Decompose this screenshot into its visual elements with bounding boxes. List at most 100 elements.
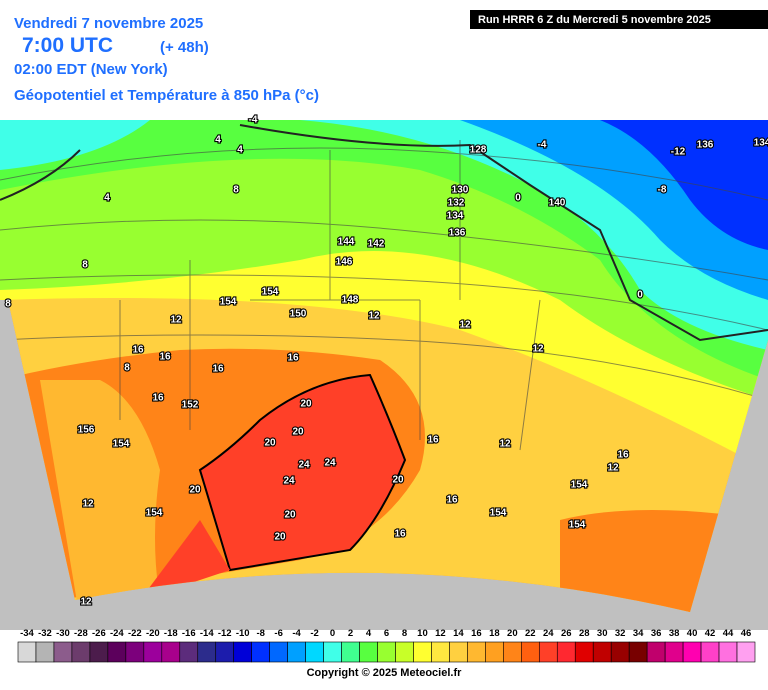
date: Vendredi 7 novembre 2025 <box>14 15 203 32</box>
color-swatch <box>341 641 360 663</box>
contour-label: 16 <box>427 435 439 446</box>
contour-label: 24 <box>298 460 310 471</box>
colorbar-label: 22 <box>525 628 536 639</box>
colorbar-label: 42 <box>705 628 716 639</box>
contour-label: 20 <box>292 427 304 438</box>
color-swatch <box>143 641 163 663</box>
contour-label: 130 <box>452 185 469 196</box>
colorbar-label: 4 <box>366 628 372 639</box>
colorbar-label: -4 <box>292 628 301 639</box>
colorbar-label: -16 <box>182 628 196 639</box>
contour-label: 0 <box>515 193 521 204</box>
colorbar-label: -34 <box>20 628 34 639</box>
color-swatch <box>89 641 109 663</box>
contour-label: 4 <box>215 135 221 146</box>
run-box <box>470 10 768 29</box>
contour-label: 16 <box>152 393 164 404</box>
colorbar-label: 30 <box>597 628 608 639</box>
color-swatch <box>71 641 91 663</box>
color-swatch <box>215 641 235 663</box>
contour-label: 8 <box>82 260 88 271</box>
color-swatch <box>646 641 666 663</box>
contour-label: 8 <box>124 363 130 374</box>
color-swatch <box>718 641 738 663</box>
colorbar-label: 18 <box>489 628 500 639</box>
color-swatch <box>413 641 432 663</box>
local-time: 02:00 EDT (New York) <box>14 61 168 78</box>
contour-label: 12 <box>82 499 94 510</box>
contour-label: 16 <box>394 529 406 540</box>
contour-label: 128 <box>470 145 487 156</box>
color-swatch <box>574 641 594 663</box>
color-swatch <box>359 641 378 663</box>
map <box>0 120 768 612</box>
contour-label: 16 <box>287 353 299 364</box>
colorbar-label: -26 <box>92 628 106 639</box>
color-swatch <box>233 641 252 663</box>
colorbar-label: -12 <box>218 628 232 639</box>
contour-label: 136 <box>697 140 714 151</box>
colorbar-label: -30 <box>56 628 70 639</box>
color-swatch <box>664 641 684 663</box>
contour-label: 144 <box>338 237 355 248</box>
colorbar-label: 38 <box>669 628 680 639</box>
contour-label: 134 <box>447 211 464 222</box>
contour-label: -12 <box>671 147 686 158</box>
colorbar-label: -22 <box>128 628 142 639</box>
color-swatch <box>736 641 756 663</box>
color-swatch <box>485 641 504 663</box>
colorbar-label: 26 <box>561 628 572 639</box>
color-swatch <box>467 641 486 663</box>
colorbar-label: -24 <box>110 628 124 639</box>
colorbar-label: 12 <box>435 628 446 639</box>
colorbar-label: 34 <box>633 628 644 639</box>
contour-label: 12 <box>368 311 380 322</box>
colorbar-label: -14 <box>200 628 214 639</box>
color-swatch <box>323 641 342 663</box>
color-swatch <box>610 641 630 663</box>
contour-label: 4 <box>237 145 243 156</box>
colorbar-label: -32 <box>38 628 52 639</box>
color-swatch <box>17 641 37 663</box>
contour-label: -4 <box>249 115 258 126</box>
colorbar-label: 28 <box>579 628 590 639</box>
contour-label: 20 <box>264 438 276 449</box>
colorbar-label: -2 <box>310 628 318 639</box>
contour-label: 156 <box>78 425 95 436</box>
color-swatch <box>305 641 324 663</box>
contour-label: 132 <box>448 198 465 209</box>
contour-label: 154 <box>146 508 163 519</box>
contour-label: 140 <box>549 198 566 209</box>
contour-label: 134 <box>754 138 768 149</box>
copyright: Copyright © 2025 Meteociel.fr <box>307 667 463 679</box>
colorbar-label: 16 <box>471 628 482 639</box>
colorbar-label: 46 <box>741 628 752 639</box>
colorbar-label: 20 <box>507 628 518 639</box>
color-swatch <box>197 641 217 663</box>
contour-label: 20 <box>392 475 404 486</box>
color-swatch <box>161 641 181 663</box>
color-swatch <box>700 641 720 663</box>
colorbar-label: -6 <box>274 628 282 639</box>
colorbar-label: 0 <box>330 628 335 639</box>
contour-label: 148 <box>342 295 359 306</box>
colorbar: -34 -32 -30 -28 -26 -24 -22 -20 -18 -16 -14 -12 -10-… <box>17 628 756 663</box>
colorbar-label: 40 <box>687 628 698 639</box>
run-info: Run HRRR 6 Z du Mercredi 5 novembre 2025 <box>478 14 711 26</box>
contour-label: 154 <box>490 508 507 519</box>
contour-label: 20 <box>300 399 312 410</box>
contour-label: 16 <box>446 495 458 506</box>
colorbar-label: -18 <box>164 628 178 639</box>
color-swatch <box>449 641 468 663</box>
colorbar-label: -20 <box>146 628 160 639</box>
contour-label: 12 <box>607 463 619 474</box>
colorbar-label: 14 <box>453 628 464 639</box>
colorbar-label: -28 <box>74 628 88 639</box>
field-name: Géopotentiel et Température à 850 hPa (°… <box>14 87 319 104</box>
colorbar-label: 6 <box>384 628 389 639</box>
color-swatch <box>395 641 414 663</box>
contour-label: 146 <box>336 257 353 268</box>
color-swatch <box>556 641 576 663</box>
color-swatch <box>269 641 288 663</box>
